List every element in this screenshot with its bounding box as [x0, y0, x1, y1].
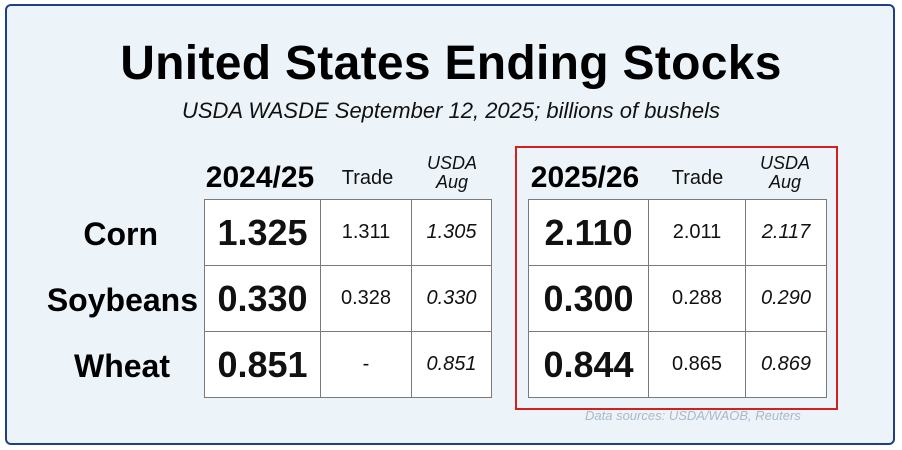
left-usda-header: USDA Aug	[412, 154, 492, 192]
table-row: 0.844 0.865 0.869	[528, 331, 827, 398]
right-usda-header: USDA Aug	[745, 154, 825, 192]
right-corn-value: 2.110	[528, 199, 649, 266]
right-year-header: 2025/26	[530, 161, 640, 194]
left-wheat-trade: -	[320, 331, 412, 398]
table-row: 0.300 0.288 0.290	[528, 265, 827, 332]
left-soybeans-usda: 0.330	[411, 265, 492, 332]
right-wheat-trade: 0.865	[648, 331, 746, 398]
highlight-box	[515, 146, 838, 410]
left-stocks-table: 1.325 1.311 1.305 0.330 0.328 0.330 0.85…	[204, 199, 492, 398]
row-label-soybeans: Soybeans	[46, 282, 198, 318]
table-row: 2.110 2.011 2.117	[528, 199, 827, 266]
right-wheat-usda: 0.869	[745, 331, 827, 398]
right-corn-usda: 2.117	[745, 199, 827, 266]
right-stocks-table: 2.110 2.011 2.117 0.300 0.288 0.290 0.84…	[528, 199, 827, 398]
left-year-header: 2024/25	[205, 161, 315, 194]
right-aug-label: Aug	[768, 171, 802, 192]
left-soybeans-trade: 0.328	[320, 265, 412, 332]
row-label-corn: Corn	[83, 216, 158, 252]
right-soybeans-trade: 0.288	[648, 265, 746, 332]
left-aug-label: Aug	[435, 171, 469, 192]
left-soybeans-value: 0.330	[204, 265, 321, 332]
table-row: 0.851 - 0.851	[204, 331, 492, 398]
right-wheat-value: 0.844	[528, 331, 649, 398]
right-usda-label: USDA	[759, 153, 810, 173]
source-note: Data sources: USDA/WAOB, Reuters	[585, 408, 801, 423]
right-corn-trade: 2.011	[648, 199, 746, 266]
left-corn-trade: 1.311	[320, 199, 412, 266]
left-wheat-usda: 0.851	[411, 331, 492, 398]
left-usda-label: USDA	[426, 153, 477, 173]
table-row: 0.330 0.328 0.330	[204, 265, 492, 332]
page-subtitle: USDA WASDE September 12, 2025; billions …	[181, 98, 721, 123]
row-label-wheat: Wheat	[74, 348, 170, 384]
right-soybeans-value: 0.300	[528, 265, 649, 332]
right-trade-header: Trade	[671, 167, 724, 189]
left-corn-value: 1.325	[204, 199, 321, 266]
right-soybeans-usda: 0.290	[745, 265, 827, 332]
table-row: 1.325 1.311 1.305	[204, 199, 492, 266]
left-trade-header: Trade	[341, 167, 394, 189]
page-title: United States Ending Stocks	[120, 37, 782, 90]
left-wheat-value: 0.851	[204, 331, 321, 398]
left-corn-usda: 1.305	[411, 199, 492, 266]
